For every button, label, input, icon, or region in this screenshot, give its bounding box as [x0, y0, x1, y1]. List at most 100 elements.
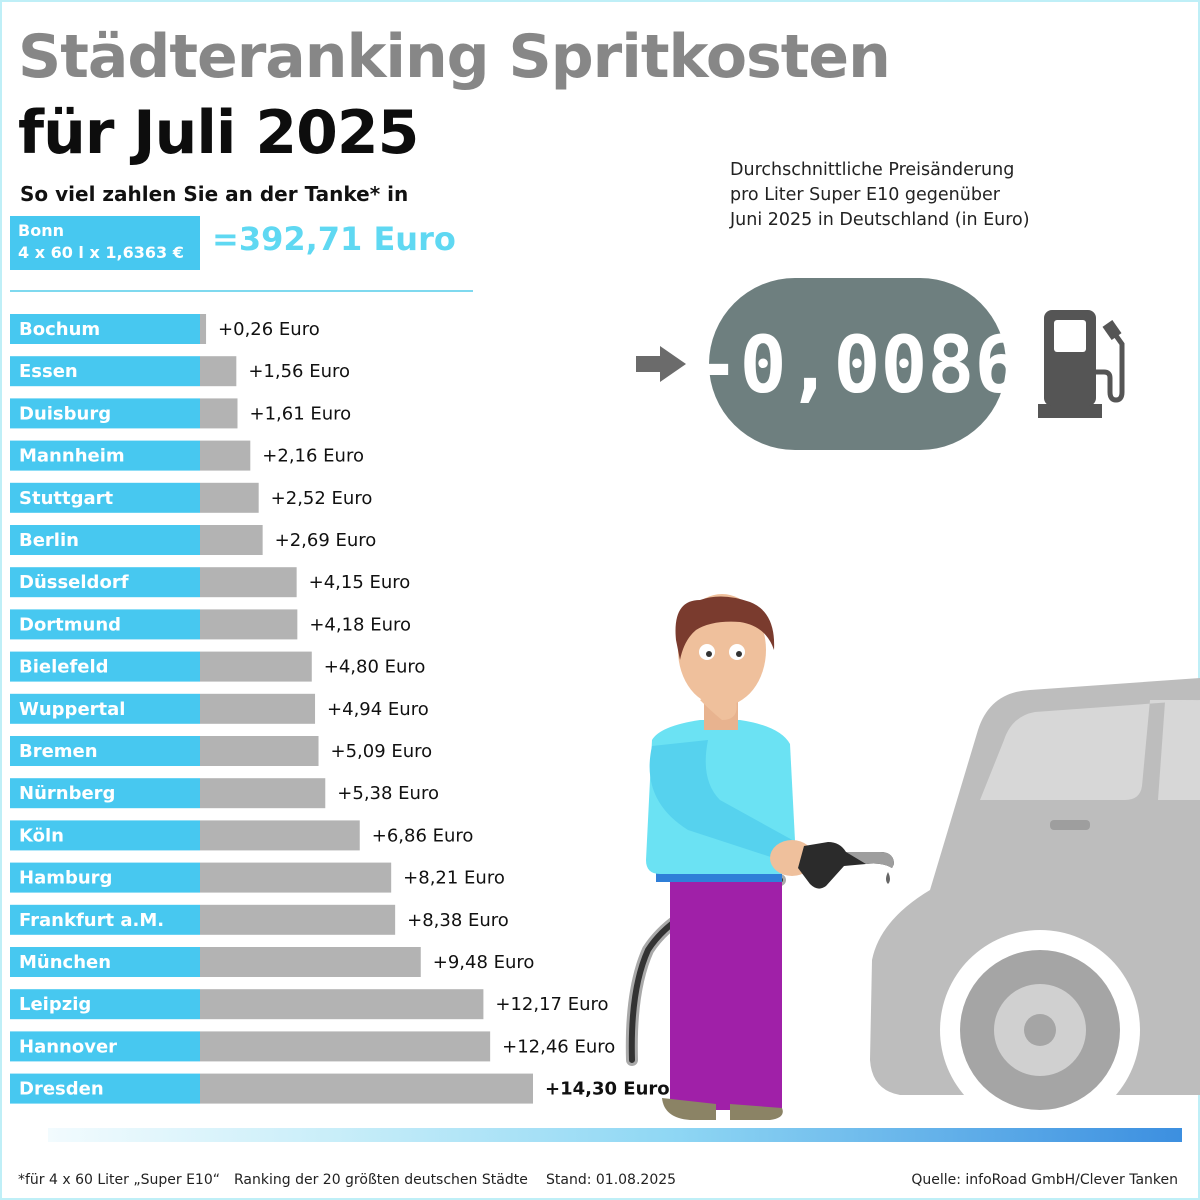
bar	[200, 989, 484, 1020]
bar	[200, 314, 207, 344]
reference-formula: 4 x 60 l x 1,6363 €	[18, 243, 184, 262]
man-illustration	[646, 594, 814, 1120]
price-change-value: -0,0086	[693, 321, 1022, 411]
bar	[200, 778, 326, 809]
value-label: +4,18 Euro	[309, 614, 411, 635]
city-label-bg	[10, 356, 200, 387]
city-label-bg	[10, 904, 200, 935]
value-label: +6,86 Euro	[372, 825, 474, 846]
value-label: +12,46 Euro	[502, 1036, 615, 1057]
bar	[200, 651, 312, 682]
city-label: Düsseldorf	[19, 572, 129, 593]
city-label-bg	[10, 693, 200, 724]
city-label-bg	[10, 778, 200, 809]
city-label-bg	[10, 1031, 200, 1062]
city-label-bg	[10, 820, 200, 851]
fuel-pump-icon	[1038, 310, 1125, 418]
value-label: +8,38 Euro	[407, 910, 509, 931]
bar	[200, 1073, 533, 1104]
footer-ranking: Ranking der 20 größten deutschen Städte	[234, 1172, 528, 1188]
illustration: -0,0086	[625, 278, 1200, 1130]
bar	[200, 947, 421, 977]
city-label: Duisburg	[19, 403, 111, 424]
city-label: Stuttgart	[19, 488, 114, 509]
footer-source: Quelle: infoRoad GmbH/Clever Tanken	[911, 1172, 1178, 1188]
city-ranking-chart: Bochum +0,26 Euro Essen +1,56 Euro Duisburg +…	[10, 314, 670, 1104]
price-change-line-1: Durchschnittliche Preisänderung	[730, 160, 1015, 180]
bar	[200, 1031, 491, 1062]
value-label: +2,52 Euro	[271, 488, 373, 509]
value-label: +9,48 Euro	[433, 952, 535, 973]
bar	[200, 904, 396, 935]
city-label-bg	[10, 1073, 200, 1104]
bar	[200, 609, 298, 640]
city-label-bg	[10, 440, 200, 471]
reference-city-box: Bonn 4 x 60 l x 1,6363 €	[10, 216, 200, 270]
value-label: +14,30 Euro	[545, 1079, 670, 1100]
car-illustration	[870, 678, 1200, 1130]
city-label: München	[19, 952, 111, 973]
bar	[200, 482, 259, 513]
city-label-bg	[10, 862, 200, 893]
city-label: Dortmund	[19, 614, 121, 635]
footer-note: *für 4 x 60 Liter „Super E10“	[18, 1172, 220, 1188]
city-label-bg	[10, 989, 200, 1020]
city-label: Mannheim	[19, 446, 125, 467]
city-label-bg	[10, 651, 200, 682]
city-label: Dresden	[19, 1079, 104, 1100]
city-label-bg	[10, 736, 200, 766]
value-label: +5,38 Euro	[337, 783, 439, 804]
value-label: +0,26 Euro	[218, 319, 320, 340]
value-label: +4,15 Euro	[309, 572, 411, 593]
city-label: Bochum	[19, 319, 100, 340]
value-label: +1,56 Euro	[248, 361, 350, 382]
title-line-2: für Juli 2025	[18, 98, 419, 168]
city-label: Wuppertal	[19, 699, 125, 720]
city-label-bg	[10, 525, 200, 555]
price-change-note: Durchschnittliche Preisänderung pro Lite…	[730, 158, 1060, 233]
value-label: +2,16 Euro	[262, 446, 364, 467]
value-label: +1,61 Euro	[249, 403, 351, 424]
subtitle: So viel zahlen Sie an der Tanke* in	[20, 182, 409, 206]
city-label: Essen	[19, 361, 78, 382]
value-label: +8,21 Euro	[403, 868, 505, 889]
city-label: Berlin	[19, 530, 79, 551]
city-label: Hannover	[19, 1036, 117, 1057]
city-label: Bielefeld	[19, 657, 109, 678]
city-label: Leipzig	[19, 994, 91, 1015]
fuel-nozzle	[798, 842, 894, 889]
price-change-line-3: Juni 2025 in Deutschland (in Euro)	[730, 210, 1030, 230]
bar	[200, 525, 263, 555]
value-label: +4,80 Euro	[324, 657, 426, 678]
floor-stripe	[48, 1128, 1182, 1142]
price-change-line-2: pro Liter Super E10 gegenüber	[730, 185, 1000, 205]
city-label-bg	[10, 947, 200, 977]
reference-total: =392,71 Euro	[212, 220, 456, 258]
divider	[10, 290, 473, 292]
bar	[200, 820, 360, 851]
bar	[200, 736, 319, 766]
bar	[200, 862, 392, 893]
city-label: Köln	[19, 825, 64, 846]
value-label: +4,94 Euro	[327, 699, 429, 720]
value-label: +5,09 Euro	[331, 741, 433, 762]
city-label: Bremen	[19, 741, 98, 762]
bar	[200, 567, 297, 598]
title-line-1: Städteranking Spritkosten	[18, 22, 891, 92]
city-label: Hamburg	[19, 868, 112, 889]
footer-date: Stand: 01.08.2025	[546, 1172, 677, 1188]
value-label: +2,69 Euro	[275, 530, 377, 551]
city-label-bg	[10, 314, 200, 344]
city-label: Frankfurt a.M.	[19, 910, 164, 931]
bar	[200, 398, 238, 429]
arrow-right-icon	[636, 346, 686, 382]
city-label-bg	[10, 609, 200, 640]
city-label-bg	[10, 398, 200, 429]
bar	[200, 693, 316, 724]
city-label: Nürnberg	[19, 783, 115, 804]
value-label: +12,17 Euro	[495, 994, 608, 1015]
bar	[200, 356, 237, 387]
city-label-bg	[10, 482, 200, 513]
city-label-bg	[10, 567, 200, 598]
